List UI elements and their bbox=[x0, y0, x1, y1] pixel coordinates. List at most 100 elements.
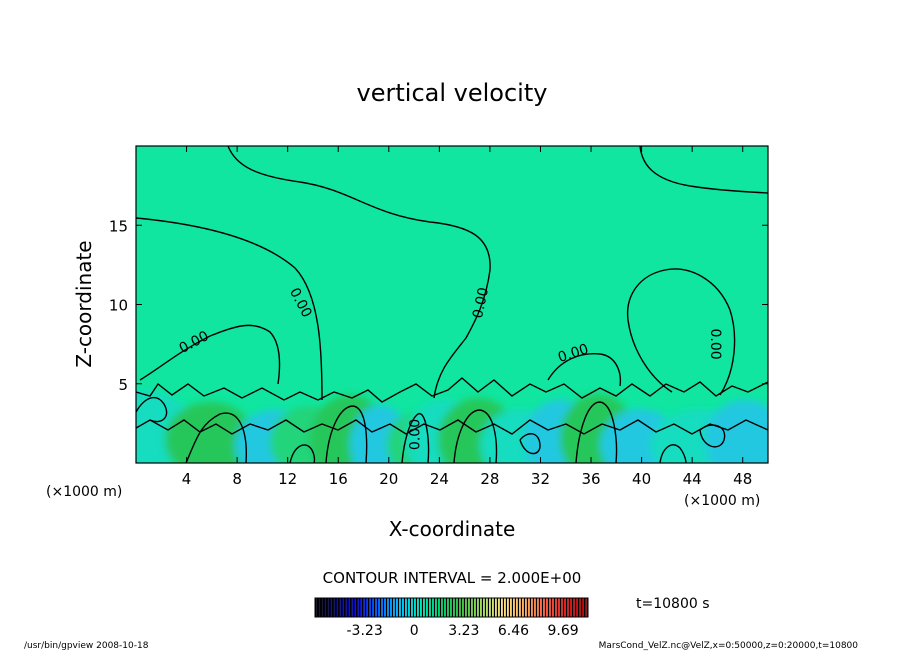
colorbar-stripe bbox=[318, 598, 320, 617]
colorbar-gap bbox=[481, 598, 483, 617]
colorbar-gap bbox=[415, 598, 417, 617]
colorbar-gap bbox=[514, 598, 516, 617]
colorbar-stripe bbox=[450, 598, 452, 617]
colorbar-tick-label: -3.23 bbox=[347, 623, 383, 639]
x-tick-label: 32 bbox=[531, 470, 550, 488]
colorbar-stripe bbox=[393, 598, 395, 617]
colorbar-stripe bbox=[411, 598, 413, 617]
contour-line bbox=[639, 146, 768, 194]
colorbar-gap bbox=[424, 598, 426, 617]
colorbar-gap bbox=[406, 598, 408, 617]
colorbar-stripe bbox=[555, 598, 557, 617]
colorbar-gap bbox=[562, 598, 564, 617]
colorbar-gap bbox=[316, 598, 318, 617]
colorbar-stripe bbox=[315, 598, 317, 617]
colorbar-stripe bbox=[549, 598, 551, 617]
colorbar-stripe bbox=[342, 598, 344, 617]
colorbar-gap bbox=[448, 598, 450, 617]
contour-line bbox=[136, 396, 168, 423]
colorbar-gap bbox=[427, 598, 429, 617]
colorbar-gap bbox=[391, 598, 393, 617]
colorbar-stripe bbox=[489, 598, 491, 617]
colorbar-stripe bbox=[543, 598, 545, 617]
colorbar-stripe bbox=[321, 598, 323, 617]
contour-line bbox=[289, 444, 316, 463]
colorbar-gap bbox=[526, 598, 528, 617]
footer-right: MarsCond_VelZ.nc@VelZ,x=0:50000,z=0:2000… bbox=[598, 641, 858, 651]
y-axis-label: Z-coordinate bbox=[72, 240, 96, 367]
colorbar-stripe bbox=[480, 598, 482, 617]
colorbar-gap bbox=[412, 598, 414, 617]
colorbar-gap bbox=[472, 598, 474, 617]
colorbar-stripe bbox=[408, 598, 410, 617]
contour-line bbox=[519, 433, 541, 455]
colorbar-gap bbox=[370, 598, 372, 617]
x-tick-label: 16 bbox=[329, 470, 348, 488]
colorbar-stripe bbox=[486, 598, 488, 617]
colorbar-stripe bbox=[483, 598, 485, 617]
colorbar-gap bbox=[346, 598, 348, 617]
colorbar-stripe bbox=[492, 598, 494, 617]
colorbar-gap bbox=[334, 598, 336, 617]
colorbar-gap bbox=[421, 598, 423, 617]
contour-line bbox=[453, 409, 498, 463]
colorbar-stripe bbox=[405, 598, 407, 617]
colorbar-gap bbox=[373, 598, 375, 617]
colorbar-stripe bbox=[435, 598, 437, 617]
colorbar-stripe bbox=[510, 598, 512, 617]
colorbar-stripe bbox=[366, 598, 368, 617]
colorbar-gap bbox=[496, 598, 498, 617]
colorbar-stripe bbox=[375, 598, 377, 617]
y-tick-label: 15 bbox=[109, 217, 128, 235]
colorbar-gap bbox=[442, 598, 444, 617]
colorbar-stripe bbox=[399, 598, 401, 617]
colorbar-tick-label: 9.69 bbox=[548, 623, 579, 639]
colorbar-stripe bbox=[441, 598, 443, 617]
colorbar-stripe bbox=[387, 598, 389, 617]
colorbar-gap bbox=[352, 598, 354, 617]
colorbar-gap bbox=[508, 598, 510, 617]
colorbar-stripe bbox=[357, 598, 359, 617]
colorbar-stripe bbox=[429, 598, 431, 617]
colorbar-gap bbox=[520, 598, 522, 617]
colorbar-gap bbox=[430, 598, 432, 617]
y-tick-label: 10 bbox=[109, 297, 128, 315]
contour-line bbox=[136, 217, 323, 401]
colorbar-stripe bbox=[558, 598, 560, 617]
colorbar-gap bbox=[487, 598, 489, 617]
colorbar-gap bbox=[502, 598, 504, 617]
colorbar-gap bbox=[445, 598, 447, 617]
x-tick-label: 4 bbox=[182, 470, 192, 488]
colorbar-gap bbox=[382, 598, 384, 617]
contour-line bbox=[325, 405, 368, 463]
x-unit-left: (×1000 m) bbox=[46, 484, 122, 500]
colorbar-stripe bbox=[339, 598, 341, 617]
colorbar-stripe bbox=[498, 598, 500, 617]
time-label: t=10800 s bbox=[636, 596, 710, 612]
contour-line bbox=[401, 413, 430, 463]
colorbar-stripe bbox=[381, 598, 383, 617]
colorbar-stripe bbox=[354, 598, 356, 617]
colorbar-gap bbox=[418, 598, 420, 617]
colorbar-gap bbox=[367, 598, 369, 617]
colorbar-stripe bbox=[534, 598, 536, 617]
colorbar-stripe bbox=[348, 598, 350, 617]
contour-lines bbox=[136, 146, 768, 463]
colorbar-stripe bbox=[417, 598, 419, 617]
colorbar-gap bbox=[544, 598, 546, 617]
colorbar-gap bbox=[535, 598, 537, 617]
colorbar-gap bbox=[388, 598, 390, 617]
footer-left: /usr/bin/gpview 2008-10-18 bbox=[24, 641, 149, 651]
colorbar-gap bbox=[493, 598, 495, 617]
colorbar-gap bbox=[343, 598, 345, 617]
colorbar-gap bbox=[436, 598, 438, 617]
colorbar-stripe bbox=[531, 598, 533, 617]
colorbar-frame bbox=[314, 597, 589, 618]
colorbar-gap bbox=[340, 598, 342, 617]
colorbar-stripe bbox=[546, 598, 548, 617]
colorbar-stripe bbox=[327, 598, 329, 617]
colorbar-gap bbox=[460, 598, 462, 617]
colorbar-stripe bbox=[564, 598, 566, 617]
colorbar-gap bbox=[499, 598, 501, 617]
colorbar-stripe bbox=[585, 598, 587, 617]
